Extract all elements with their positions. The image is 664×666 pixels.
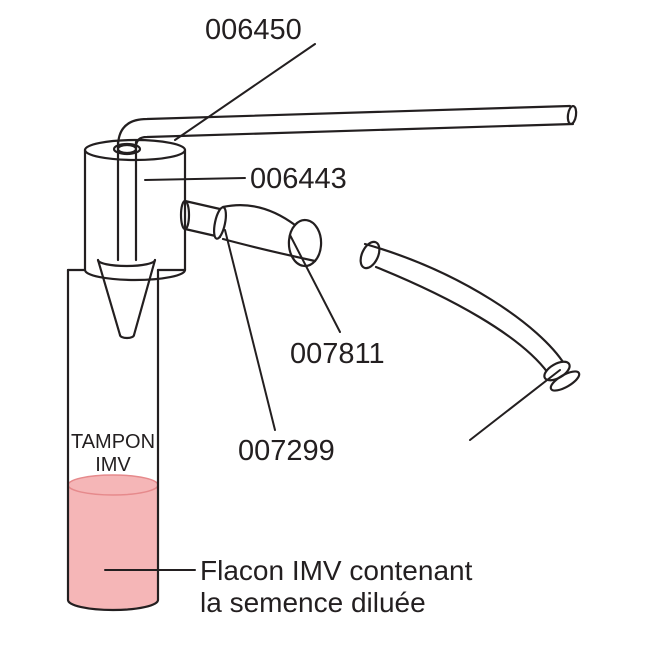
label-007811: 007811: [290, 338, 385, 371]
label-flacon: Flacon IMV contenant la semence diluée: [200, 555, 472, 619]
label-006443: 006443: [250, 163, 347, 196]
label-006450: 006450: [205, 14, 302, 47]
label-007299: 007299: [238, 435, 335, 468]
label-tampon-imv: TAMPON IMV: [71, 431, 155, 477]
diagram-root: 006450 006443 007811 007299 TAMPON IMV F…: [0, 0, 664, 666]
